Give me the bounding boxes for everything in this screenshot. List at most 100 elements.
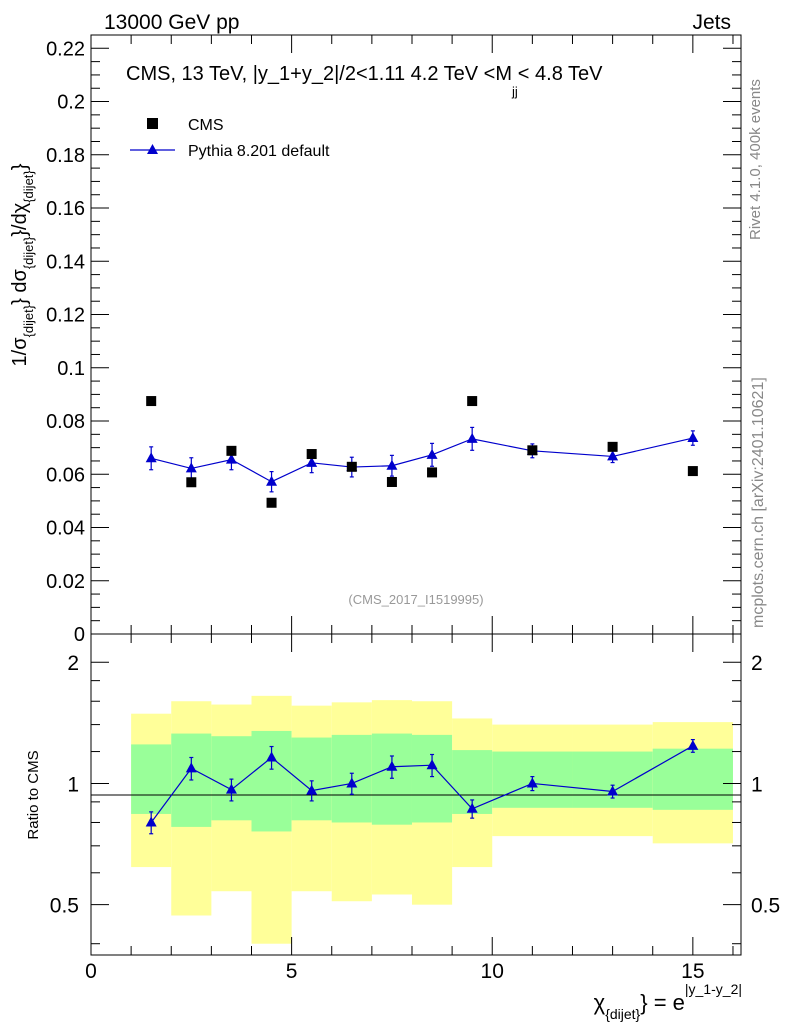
mc-point xyxy=(386,459,398,470)
ratio-mc-point xyxy=(466,802,478,813)
legend-data-marker xyxy=(147,118,158,129)
main-y-tick-label: 0.16 xyxy=(46,198,85,220)
ratio-y-tick-label-right: 0.5 xyxy=(751,895,780,918)
ratio-inner-band xyxy=(371,733,412,825)
data-point xyxy=(186,477,197,488)
mc-point xyxy=(687,432,699,443)
ratio-inner-band xyxy=(572,751,653,808)
main-y-tick-label: 0.1 xyxy=(57,358,85,380)
ratio-mc-point xyxy=(145,816,157,827)
main-title-text: CMS, 13 TeV, |y_1+y_2|/2<1.11 4.2 TeV <M xyxy=(126,63,512,85)
ratio-inner-band xyxy=(131,744,172,814)
ratio-mc-point xyxy=(306,784,318,795)
data-series xyxy=(146,396,698,508)
ratio-y-tick-label: 1 xyxy=(67,773,79,796)
ratio-mc-point xyxy=(526,777,538,788)
mc-point xyxy=(306,456,318,467)
data-point xyxy=(386,476,397,487)
rivet-label: Rivet 4.1.0, 400k events xyxy=(747,79,764,240)
ratio-mc-series xyxy=(145,738,699,835)
main-y-label-sub3: {dijet} xyxy=(21,170,36,203)
ratio-inner-band xyxy=(652,748,733,810)
main-y-tick-label: 0.2 xyxy=(57,92,85,114)
mc-point xyxy=(607,450,619,461)
mc-line xyxy=(151,437,693,483)
x-axis-label-chi: χ xyxy=(594,990,606,1015)
ratio-mc-point xyxy=(346,777,358,788)
data-point xyxy=(607,441,618,452)
main-y-tick-label: 0.04 xyxy=(46,518,85,540)
main-title-tail: < 4.8 TeV xyxy=(518,63,603,85)
main-y-tick-label: 0.06 xyxy=(46,464,85,486)
x-axis-label: χ{dijet}} = e|y_1-y_2| xyxy=(594,981,742,1022)
main-y-tick-label: 0.22 xyxy=(46,38,85,60)
ratio-mc-point xyxy=(266,751,278,762)
ratio-y-label: Ratio to CMS xyxy=(25,750,42,839)
main-y-label-sub2: {dijet} xyxy=(21,236,36,269)
ratio-y-ticks: 0.5 0.5 1 1 2 2 xyxy=(50,652,780,945)
header-right: Jets xyxy=(692,11,731,34)
mc-point xyxy=(466,432,478,443)
data-point xyxy=(226,445,237,456)
legend: CMS Pythia 8.201 default xyxy=(130,117,330,160)
main-panel: CMS, 13 TeV, |y_1+y_2|/2<1.11 4.2 TeV <M… xyxy=(9,34,742,646)
ratio-bands xyxy=(131,695,733,944)
legend-data-label: CMS xyxy=(188,117,224,134)
x-axis-label-sub: {dijet} xyxy=(605,1006,640,1022)
main-y-tick-label: 0.08 xyxy=(46,411,85,433)
x-tick-label: 5 xyxy=(286,960,298,983)
x-tick-label: 15 xyxy=(681,960,704,983)
main-y-tick-label: 0.02 xyxy=(46,571,85,593)
main-y-label-a: 1/σ xyxy=(9,337,31,367)
main-y-label-b: } dσ xyxy=(9,269,31,305)
main-title-sub: jj xyxy=(511,84,518,99)
main-y-tick-label: 0.12 xyxy=(46,305,85,327)
main-y-tick-label: 0.14 xyxy=(46,251,85,273)
ratio-mc-point xyxy=(607,785,619,796)
main-y-label: 1/σ{dijet}} dσ{dijet}}/dχ{dijet}} xyxy=(9,163,36,366)
x-axis-label-sup: |y_1-y_2| xyxy=(685,981,742,997)
ratio-inner-band xyxy=(411,734,453,823)
main-title: CMS, 13 TeV, |y_1+y_2|/2<1.11 4.2 TeV <M… xyxy=(126,63,603,99)
ratio-panel: 0.5 0.5 1 1 2 2 0 5 10 15 Ratio to CMS χ{dijet}}… xyxy=(25,633,780,1022)
data-point xyxy=(266,497,277,508)
legend-mc-marker xyxy=(147,144,158,154)
data-point xyxy=(306,449,317,460)
mc-point xyxy=(145,452,157,463)
ratio-y-tick-label: 0.5 xyxy=(50,895,79,918)
ratio-mc-line xyxy=(150,745,694,823)
data-point xyxy=(427,467,438,478)
mc-point xyxy=(426,448,438,459)
mc-point xyxy=(225,453,237,464)
mc-series xyxy=(145,426,699,493)
data-point xyxy=(527,445,538,456)
x-tick-label: 0 xyxy=(85,960,97,983)
legend-mc-label: Pythia 8.201 default xyxy=(188,143,330,160)
ratio-mc-point xyxy=(687,739,699,750)
ratio-y-tick-label-right: 1 xyxy=(751,773,763,796)
main-y-label-sub1: {dijet} xyxy=(21,304,36,337)
header-left: 13000 GeV pp xyxy=(104,11,239,34)
analysis-watermark: (CMS_2017_I1519995) xyxy=(348,592,483,607)
main-y-ticks: 0 0.02 0.04 0.06 0.08 0.1 0.12 0.14 0.16 0.18 0.2 0… xyxy=(46,34,741,646)
data-point xyxy=(346,461,357,472)
mc-point xyxy=(266,475,278,486)
main-y-tick-label: 0 xyxy=(74,624,85,646)
ratio-mc-point xyxy=(185,762,197,773)
main-y-label-c: }/dχ xyxy=(9,202,31,236)
data-point xyxy=(467,396,478,407)
ratio-y-tick-label-right: 2 xyxy=(751,652,763,675)
mc-point xyxy=(185,462,197,473)
ratio-y-tick-label: 2 xyxy=(67,652,79,675)
data-point xyxy=(146,396,157,407)
ratio-mc-point xyxy=(225,783,237,794)
ratio-mc-point xyxy=(386,760,398,771)
data-point xyxy=(687,466,698,477)
x-tick-label: 10 xyxy=(481,960,504,983)
x-axis-label-mid: } = e xyxy=(640,990,685,1015)
ratio-mc-point xyxy=(426,759,438,770)
main-y-label-d: } xyxy=(9,163,31,170)
main-x-ticks xyxy=(90,35,734,634)
mcplots-label: mcplots.cern.ch [arXiv:2401.10621] xyxy=(750,377,767,628)
